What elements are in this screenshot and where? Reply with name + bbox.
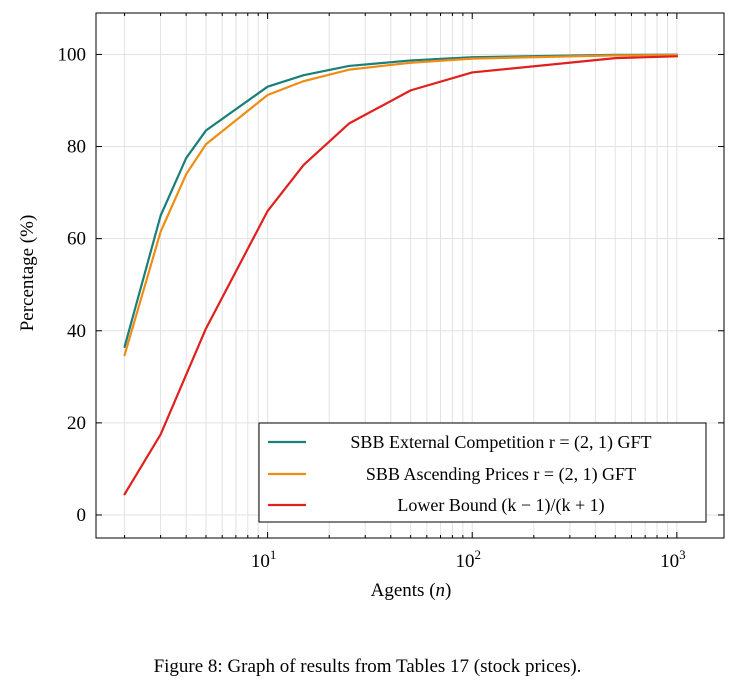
series-line-1	[123, 53, 678, 348]
y-axis-label: Percentage (%)	[17, 215, 38, 332]
x-tick-label: 102	[455, 547, 481, 572]
series-line-3	[123, 55, 678, 496]
axis-ticks	[96, 13, 724, 538]
series-line-2	[123, 54, 678, 357]
legend-label-2: SBB Ascending Prices r = (2, 1) GFT	[366, 464, 636, 485]
legend: SBB External Competition r = (2, 1) GFT S…	[258, 422, 707, 523]
x-tick-label: 103	[660, 547, 686, 572]
tick-labels: 0 20 40 60 80 100 101 102 103	[58, 44, 686, 572]
legend-label-3: Lower Bound (k − 1)/(k + 1)	[397, 495, 604, 516]
y-tick-label: 40	[67, 321, 86, 342]
y-tick-label: 100	[58, 44, 87, 65]
legend-box	[258, 422, 707, 523]
plot-frame	[95, 12, 725, 539]
y-tick-label: 0	[77, 505, 87, 526]
legend-label-1: SBB External Competition r = (2, 1) GFT	[350, 432, 651, 453]
y-tick-label: 60	[67, 229, 86, 250]
series-lines	[123, 53, 678, 496]
x-axis-label: Agents (n)	[371, 580, 452, 601]
x-tick-label: 101	[251, 547, 277, 572]
y-tick-label: 20	[67, 413, 86, 434]
line-chart: 0 20 40 60 80 100 101 102 103 Agents (n) Percent…	[17, 12, 725, 601]
y-tick-label: 80	[67, 137, 86, 158]
figure-caption: Figure 8: Graph of results from Tables 1…	[153, 656, 582, 677]
